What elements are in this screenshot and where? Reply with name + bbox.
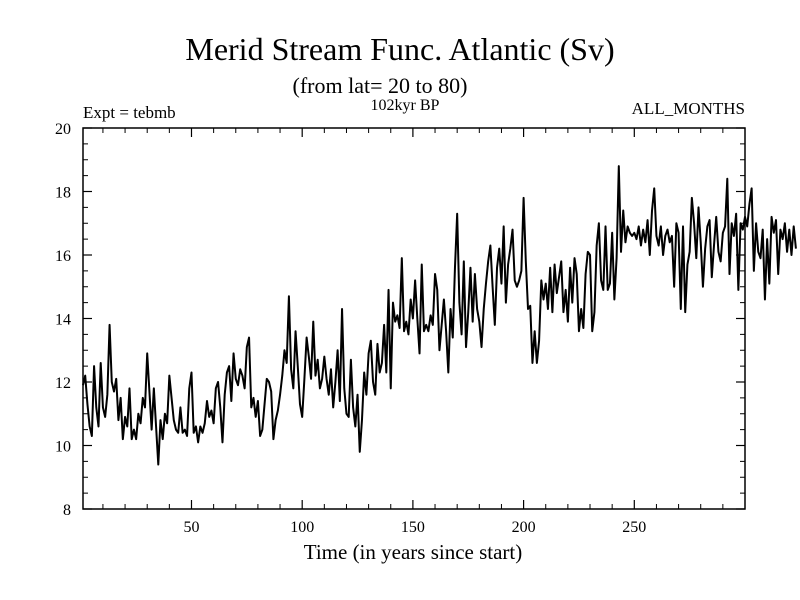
x-axis-label: Time (in years since start): [304, 540, 523, 564]
chart-title: Merid Stream Func. Atlantic (Sv): [185, 31, 614, 67]
period-label: 102kyr BP: [371, 97, 440, 114]
y-tick-label: 12: [55, 375, 71, 392]
expt-label: Expt = tebmb: [83, 103, 176, 122]
chart-subtitle: (from lat= 20 to 80): [293, 73, 468, 98]
x-tick-label: 50: [183, 519, 199, 536]
y-tick-label: 8: [63, 502, 71, 519]
y-axis: 8 10 12 14 16 18 20: [55, 121, 745, 519]
y-tick-label: 10: [55, 439, 71, 456]
series-line: [82, 165, 797, 466]
months-label: ALL_MONTHS: [632, 99, 745, 118]
x-tick-label: 250: [622, 519, 646, 536]
x-tick-label: 200: [512, 519, 536, 536]
y-tick-label: 20: [55, 121, 71, 138]
y-tick-label: 16: [55, 248, 71, 265]
y-tick-label: 18: [55, 185, 71, 202]
y-tick-label: 14: [55, 312, 71, 329]
plot-frame: [82, 127, 746, 510]
x-axis: 50 100 150 200 250: [102, 128, 724, 536]
x-tick-label: 100: [290, 519, 314, 536]
x-tick-label: 150: [401, 519, 425, 536]
